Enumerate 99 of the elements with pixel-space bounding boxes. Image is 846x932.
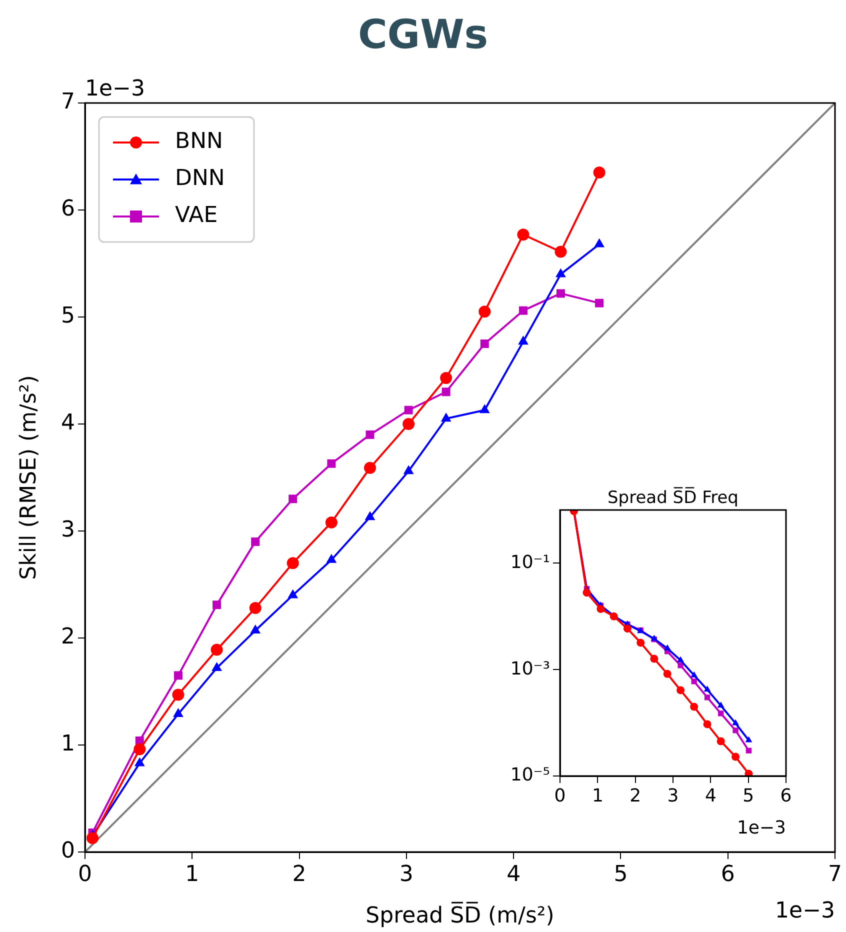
point	[623, 624, 632, 633]
point	[478, 306, 491, 318]
point	[518, 336, 528, 345]
point	[402, 418, 415, 430]
point	[326, 554, 337, 563]
point	[596, 604, 605, 613]
x-tick-label: 6	[780, 785, 792, 806]
point	[636, 638, 645, 647]
point	[364, 511, 376, 520]
point	[732, 752, 740, 761]
text: 1e−3	[775, 898, 835, 924]
point	[704, 686, 711, 692]
point	[716, 737, 725, 746]
legend-label: BNN	[175, 129, 224, 154]
annotation: 1e−3	[736, 818, 786, 839]
y-tick-label: 0	[61, 838, 75, 864]
point	[210, 644, 223, 656]
point	[690, 702, 698, 711]
point	[676, 686, 685, 694]
point	[364, 462, 376, 474]
y-tick-label: 1	[61, 732, 75, 757]
y-tick-label: 10⁻⁵	[510, 764, 550, 786]
x-tick-label: 5	[614, 862, 628, 887]
point	[732, 719, 739, 726]
y-tick-label: 3	[61, 518, 75, 543]
chart-title: CGWs	[358, 12, 488, 58]
y-tick-label: 7	[61, 90, 75, 115]
point	[556, 268, 566, 278]
x-tick-label: 3	[399, 862, 414, 887]
legend-label: VAE	[175, 203, 218, 228]
point	[663, 670, 672, 678]
point	[366, 430, 374, 439]
point	[664, 644, 671, 650]
point	[517, 228, 530, 241]
y-tick-label: 10⁻¹	[510, 552, 550, 573]
x-tick-label: 6	[720, 862, 735, 887]
point	[442, 388, 450, 396]
point	[732, 728, 738, 734]
point	[650, 654, 658, 663]
point	[691, 678, 697, 684]
point	[704, 694, 710, 700]
y-tick-label: 10⁻³	[510, 658, 550, 680]
point	[479, 404, 490, 414]
point	[582, 588, 591, 597]
legend-label: DNN	[175, 166, 225, 192]
point	[556, 289, 565, 298]
x-tick-label: 1	[185, 862, 200, 887]
point	[594, 238, 604, 248]
text: 1e−3	[85, 76, 145, 102]
point	[554, 246, 567, 258]
x-tick-label: 7	[828, 862, 842, 887]
point	[678, 662, 684, 668]
point	[134, 757, 145, 766]
x-tick-label: 4	[704, 785, 716, 806]
y-tick-label: 4	[61, 410, 75, 436]
point	[746, 748, 752, 754]
point	[286, 557, 299, 570]
point	[251, 537, 260, 546]
point	[595, 298, 604, 308]
point	[744, 770, 753, 776]
point	[327, 459, 336, 468]
x-tick-label: 2	[630, 785, 642, 806]
point	[440, 412, 452, 422]
point	[325, 516, 338, 528]
point	[86, 832, 98, 844]
chart-title: Spread S̅D̅ Freq	[608, 486, 738, 508]
x-tick-label: 2	[292, 862, 306, 887]
point	[288, 494, 298, 504]
point	[173, 708, 184, 717]
x-tick-label: 1	[592, 785, 604, 806]
point	[172, 688, 184, 701]
y-tick-label: 2	[61, 624, 75, 650]
point	[212, 662, 222, 671]
point	[703, 720, 712, 728]
point	[134, 743, 146, 756]
point	[480, 340, 489, 348]
y-axis-title: Skill (RMSE) (m/s²)	[16, 375, 42, 580]
y-tick-label: 5	[61, 304, 75, 329]
point	[174, 671, 182, 680]
x-axis-title: Spread S̅D̅ (m/s²)	[366, 902, 554, 929]
x-tick-label: 0	[554, 785, 566, 806]
point	[288, 589, 298, 598]
point	[249, 602, 262, 614]
point	[745, 736, 752, 742]
point	[404, 406, 413, 414]
point	[677, 656, 684, 662]
point	[690, 671, 698, 678]
x-tick-label: 0	[78, 862, 92, 887]
x-tick-label: 5	[742, 785, 754, 806]
point	[593, 166, 606, 179]
point	[440, 372, 452, 384]
x-tick-label: 3	[667, 785, 679, 806]
point	[518, 306, 528, 315]
y-tick-label: 6	[61, 196, 75, 222]
point	[403, 465, 414, 474]
point	[717, 702, 724, 708]
point	[212, 600, 222, 610]
point	[250, 624, 261, 634]
point	[718, 710, 724, 716]
